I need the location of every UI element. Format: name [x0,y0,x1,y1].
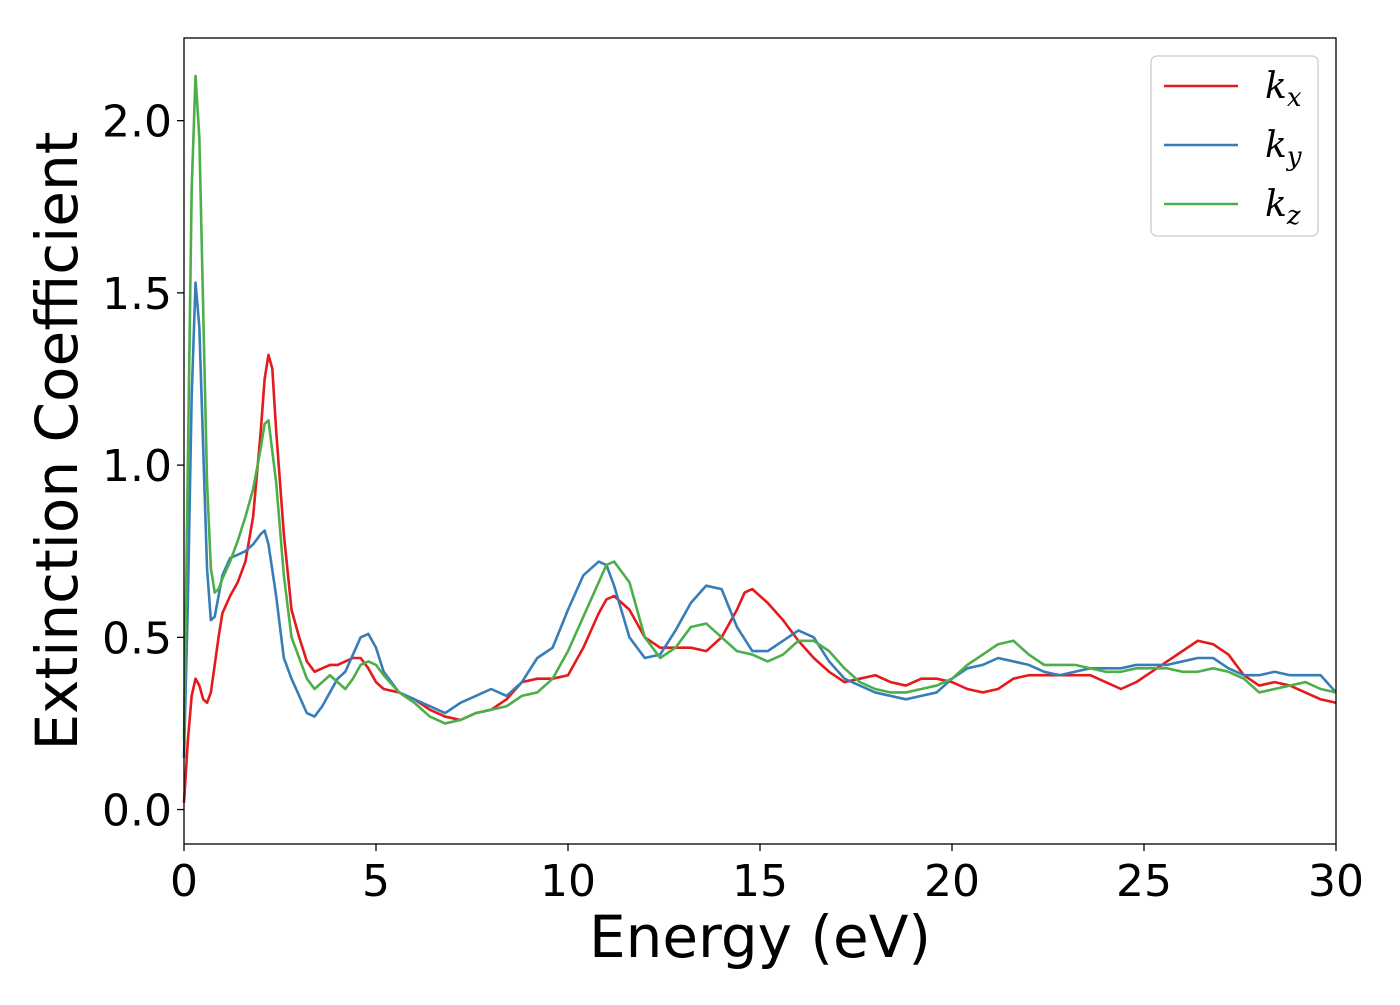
y-tick-label: 1.5 [102,269,172,320]
y-tick-label: 2.0 [102,97,172,148]
series-line-kx [182,353,1337,803]
x-tick-label: 10 [540,856,596,907]
x-tick-label: 30 [1308,856,1364,907]
legend-label-kx: kx [1265,66,1302,113]
series-line-kz [182,74,1337,741]
y-tick-label: 0.5 [102,613,172,664]
y-axis-label: Extinction Coefficient [23,132,91,751]
y-tick-label: 1.0 [102,441,172,492]
x-tick-label: 0 [170,856,198,907]
x-tick-label: 20 [924,856,980,907]
x-tick-label: 15 [732,856,788,907]
y-axis-ticks: 0.0 0.5 1.0 1.5 2.0 [102,97,184,837]
x-axis-label: Energy (eV) [589,903,931,971]
x-axis-ticks: 0 5 10 15 20 25 30 [170,844,1364,907]
legend-label-ky: ky [1265,125,1302,172]
x-tick-label: 5 [362,856,390,907]
x-tick-label: 25 [1116,856,1172,907]
series-layer [182,74,1337,803]
y-tick-label: 0.0 [102,786,172,837]
